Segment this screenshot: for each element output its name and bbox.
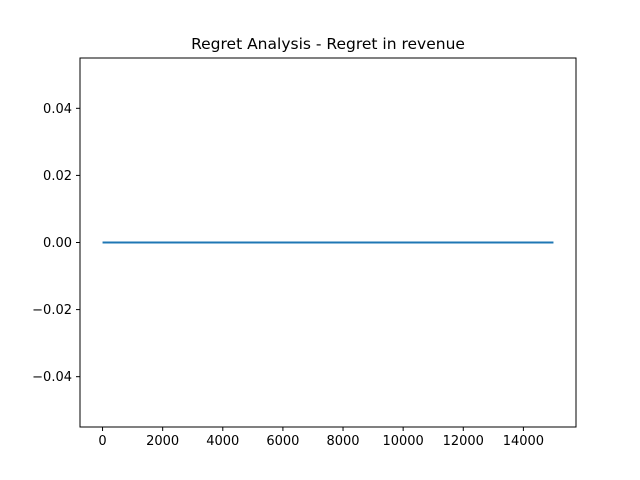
y-tick-label: −0.02 (32, 303, 72, 318)
y-tick-label: 0.02 (43, 169, 72, 184)
y-tick-label: 0.04 (43, 102, 72, 117)
x-tick-label: 14000 (503, 434, 544, 449)
plot-frame (79, 57, 577, 428)
x-tick-label: 8000 (326, 434, 359, 449)
y-tick-label: −0.04 (32, 370, 72, 385)
x-tick-label: 12000 (443, 434, 484, 449)
x-tick-label: 0 (98, 434, 106, 449)
x-tick-label: 6000 (266, 434, 299, 449)
axis-ticks: 0 2000 4000 6000 8000 10000 12000 14000 0.04 0.02… (32, 102, 544, 449)
x-tick-label: 10000 (382, 434, 423, 449)
x-tick-label: 4000 (206, 434, 239, 449)
chart-title: Regret Analysis - Regret in revenue (191, 35, 465, 53)
x-tick-label: 2000 (146, 434, 179, 449)
y-tick-label: 0.00 (43, 236, 72, 251)
